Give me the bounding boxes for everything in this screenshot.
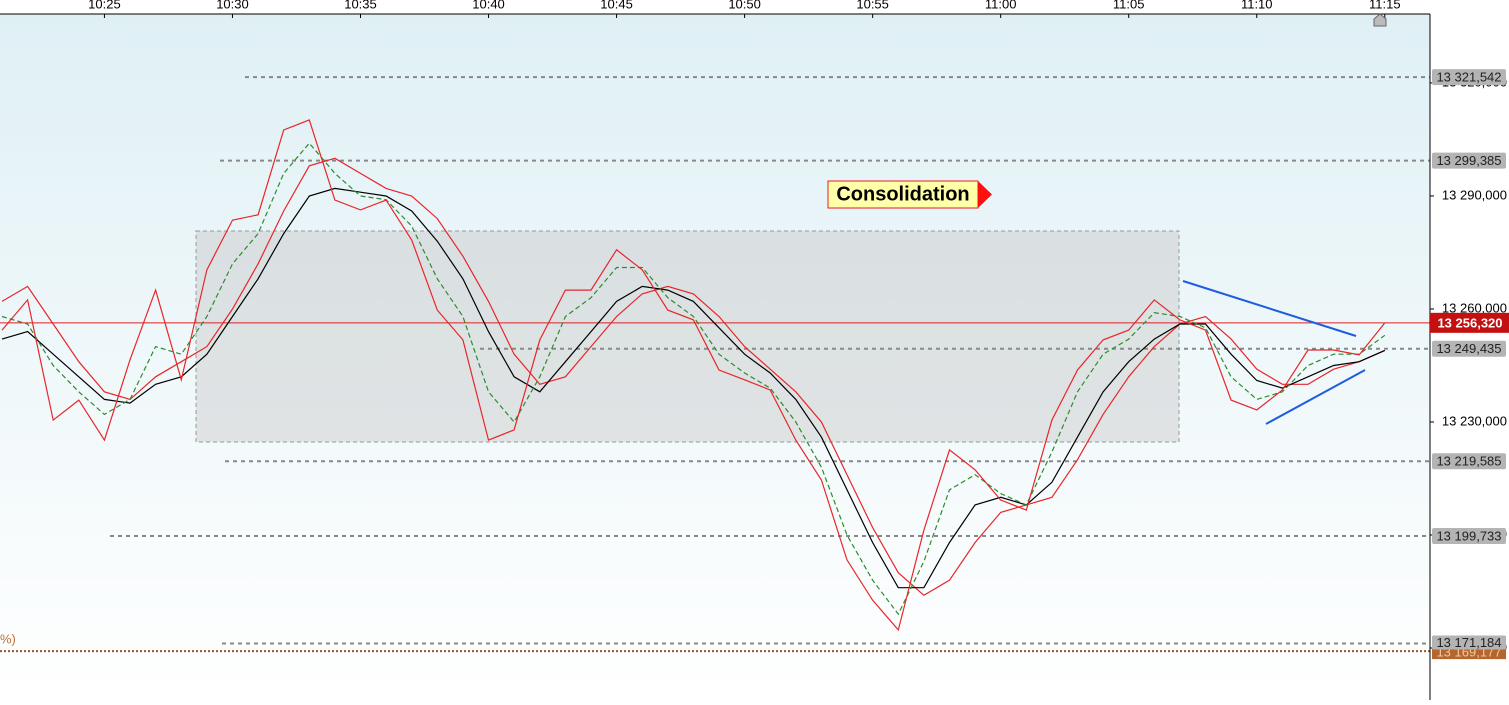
trend-line: [1182, 280, 1357, 337]
level-label: 13 199,733: [1436, 528, 1501, 543]
level-box: [1432, 340, 1506, 357]
level-label: 13 171,184: [1436, 635, 1501, 650]
last-price-label: 13 256,320: [1437, 315, 1502, 330]
x-tick-label: 10:40: [472, 0, 505, 11]
trend-line: [1265, 369, 1366, 425]
level-box: [1432, 635, 1506, 650]
level-box: [1432, 152, 1506, 169]
level-label: 13 219,585: [1436, 454, 1501, 469]
level-label: 13 249,435: [1436, 341, 1501, 356]
x-tick-label: 10:35: [344, 0, 377, 11]
x-tick-label: 10:55: [856, 0, 889, 11]
series-line: [1, 119, 1386, 632]
x-tick-label: 11:15: [1369, 0, 1401, 11]
series-line: [1, 187, 1386, 589]
x-tick-label: 11:00: [985, 0, 1017, 11]
fib-text: %): [0, 632, 16, 647]
x-tick-label: 10:50: [728, 0, 761, 11]
level-box: [1432, 69, 1506, 86]
series-line: [1, 157, 1386, 597]
x-tick-label: 10:25: [88, 0, 121, 11]
fib-box: [1432, 647, 1506, 660]
level-box: [1432, 453, 1506, 470]
last-price-box: [1430, 312, 1509, 333]
level-box: [1432, 528, 1506, 545]
level-label: 13 299,385: [1436, 153, 1501, 168]
consolidation-zone: [195, 230, 1180, 443]
x-tick-label: 11:05: [1113, 0, 1145, 11]
annotation-arrow: [978, 181, 992, 208]
x-tick-label: 11:10: [1241, 0, 1273, 11]
x-tick-label: 10:30: [216, 0, 249, 11]
x-tick-label: 10:45: [600, 0, 633, 11]
y-tick-label: 13 260,000: [1442, 300, 1507, 315]
annotation: Consolidation: [836, 183, 969, 205]
plot-background: [0, 14, 1430, 700]
series-line: [1, 142, 1386, 616]
annotation-box: [827, 180, 979, 209]
y-tick-label: 13 230,000: [1442, 413, 1507, 428]
marker: [1373, 13, 1387, 27]
level-label: 13 321,542: [1436, 70, 1501, 85]
y-tick-label: 13 290,000: [1442, 187, 1507, 202]
